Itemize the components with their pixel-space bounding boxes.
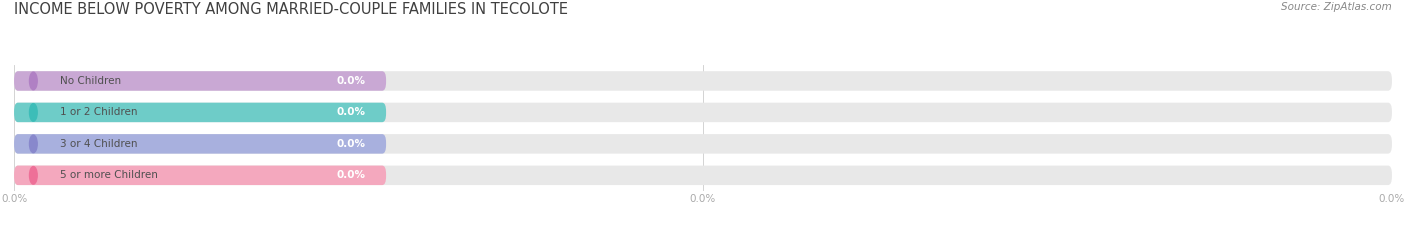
FancyBboxPatch shape [14, 134, 387, 154]
Text: 5 or more Children: 5 or more Children [59, 170, 157, 180]
Text: 0.0%: 0.0% [336, 139, 366, 149]
Text: INCOME BELOW POVERTY AMONG MARRIED-COUPLE FAMILIES IN TECOLOTE: INCOME BELOW POVERTY AMONG MARRIED-COUPL… [14, 2, 568, 17]
Text: No Children: No Children [59, 76, 121, 86]
Text: 0.0%: 0.0% [336, 76, 366, 86]
Text: 3 or 4 Children: 3 or 4 Children [59, 139, 136, 149]
Text: Source: ZipAtlas.com: Source: ZipAtlas.com [1281, 2, 1392, 12]
FancyBboxPatch shape [14, 166, 1392, 185]
Circle shape [30, 104, 37, 121]
Circle shape [30, 72, 37, 90]
FancyBboxPatch shape [14, 71, 387, 91]
Circle shape [30, 135, 37, 153]
Text: 1 or 2 Children: 1 or 2 Children [59, 107, 136, 117]
FancyBboxPatch shape [14, 103, 1392, 122]
Text: 0.0%: 0.0% [336, 170, 366, 180]
Circle shape [30, 167, 37, 184]
FancyBboxPatch shape [14, 134, 1392, 154]
Text: 0.0%: 0.0% [336, 107, 366, 117]
FancyBboxPatch shape [14, 103, 387, 122]
FancyBboxPatch shape [14, 166, 387, 185]
FancyBboxPatch shape [14, 71, 1392, 91]
